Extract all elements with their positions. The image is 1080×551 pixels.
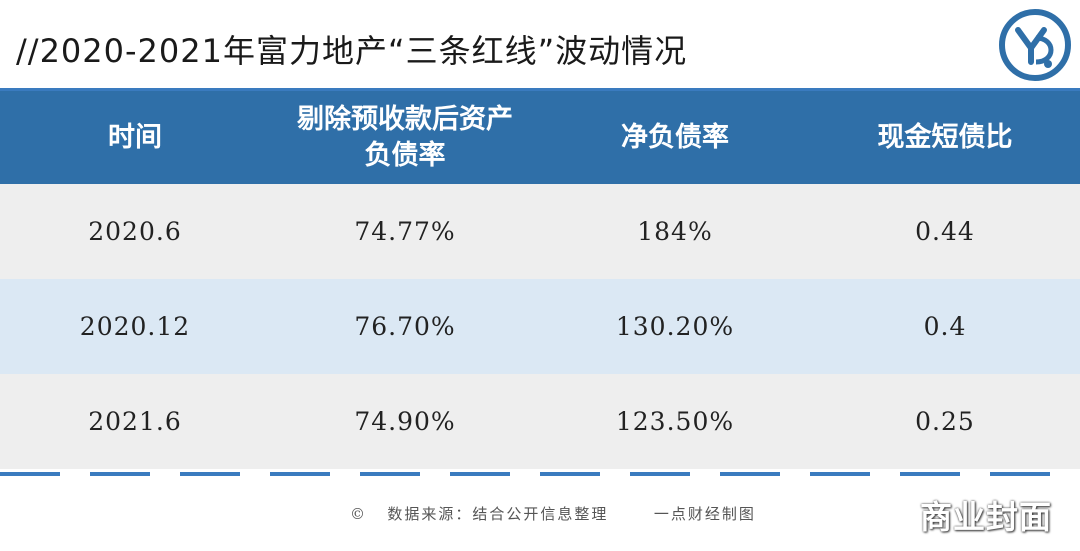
copyright-symbol: © bbox=[350, 505, 367, 523]
cell-time: 2020.6 bbox=[88, 217, 182, 246]
cell-net-gearing: 184% bbox=[637, 217, 713, 246]
header-asset-liability-ratio: 剔除预收款后资产 负债率 bbox=[297, 103, 513, 171]
cell-time: 2021.6 bbox=[88, 407, 182, 436]
table-row: 2020.12 76.70% 130.20% 0.4 bbox=[0, 279, 1080, 374]
footer-source: © 数据来源：结合公开信息整理 一点财经制图 bbox=[350, 503, 756, 524]
three-red-lines-table: 时间 剔除预收款后资产 负债率 净负债率 现金短债比 2020.6 74.77%… bbox=[0, 88, 1080, 469]
table-row: 2021.6 74.90% 123.50% 0.25 bbox=[0, 374, 1080, 469]
cell-asset-liability-ratio: 76.70% bbox=[354, 312, 456, 341]
cell-asset-liability-ratio: 74.77% bbox=[354, 217, 456, 246]
chart-credit-text: 一点财经制图 bbox=[653, 505, 756, 523]
cell-cash-short-debt: 0.4 bbox=[923, 312, 967, 341]
watermark-text: 商业封面 bbox=[920, 498, 1053, 536]
header-net-gearing: 净负债率 bbox=[621, 121, 729, 153]
cell-net-gearing: 123.50% bbox=[615, 407, 735, 436]
header-cash-short-debt: 现金短债比 bbox=[877, 121, 1013, 153]
brand-logo-icon bbox=[999, 9, 1071, 81]
page-title: //2020-2021年富力地产“三条红线”波动情况 bbox=[16, 32, 688, 70]
cell-cash-short-debt: 0.44 bbox=[915, 217, 975, 246]
cell-cash-short-debt: 0.25 bbox=[915, 407, 975, 436]
data-source-text: 数据来源：结合公开信息整理 bbox=[387, 505, 609, 523]
dashed-divider bbox=[0, 472, 1080, 476]
table-header: 时间 剔除预收款后资产 负债率 净负债率 现金短债比 bbox=[0, 88, 1080, 184]
table-row: 2020.6 74.77% 184% 0.44 bbox=[0, 184, 1080, 279]
cell-net-gearing: 130.20% bbox=[615, 312, 735, 341]
header-time: 时间 bbox=[108, 121, 162, 153]
cell-asset-liability-ratio: 74.90% bbox=[354, 407, 456, 436]
cell-time: 2020.12 bbox=[79, 312, 191, 341]
